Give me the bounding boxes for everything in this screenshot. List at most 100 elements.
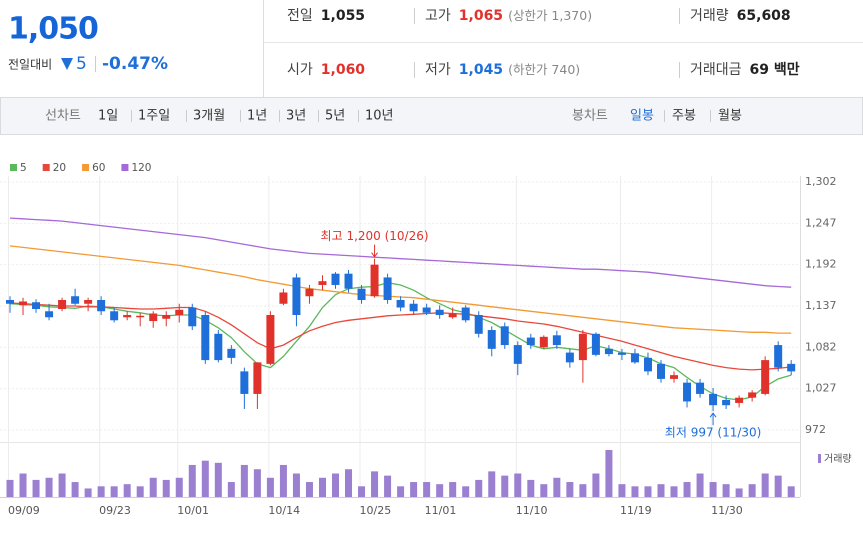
price-chart: 1,302 1,247 1,192 1,137 1,082 1,027 972 09/09 09… bbox=[0, 162, 852, 517]
candle-body bbox=[266, 315, 275, 364]
stat-value: 1,045 bbox=[459, 62, 503, 78]
x-tick-label: 11/30 bbox=[711, 504, 743, 517]
candle-body bbox=[6, 299, 14, 304]
volume-bar bbox=[45, 477, 53, 497]
volume-bar bbox=[32, 479, 40, 497]
stats: 전일 1,055 고가 1,065 (상한가 1,370) 거래량 65,608 시가 1,06… bbox=[287, 8, 800, 78]
y-tick-label: 1,192 bbox=[805, 258, 837, 271]
x-tick-label: 11/19 bbox=[620, 504, 652, 517]
candle-body bbox=[188, 307, 197, 327]
volume-bar bbox=[644, 486, 652, 497]
candle-body bbox=[305, 288, 314, 297]
period-button[interactable]: 1일 bbox=[98, 109, 118, 124]
volume-bar bbox=[19, 473, 27, 497]
candle-body bbox=[123, 315, 132, 318]
candle-body bbox=[722, 399, 731, 406]
x-tick-label: 09/23 bbox=[99, 504, 131, 517]
volume-bar bbox=[605, 450, 613, 497]
change-label: 전일대비 bbox=[8, 58, 52, 72]
candle-period-button[interactable]: 월봉 bbox=[718, 109, 742, 124]
stat-label: 거래량 bbox=[690, 8, 729, 24]
x-tick-label: 10/01 bbox=[177, 504, 209, 517]
candle-body bbox=[552, 335, 561, 346]
volume-bar bbox=[162, 479, 170, 497]
stat-label: 거래대금 bbox=[690, 62, 742, 78]
volume-bar bbox=[188, 464, 196, 497]
down-arrow-icon bbox=[61, 58, 73, 70]
candle-body bbox=[591, 333, 600, 355]
candle-body bbox=[748, 392, 757, 398]
candle-period-button[interactable]: 일봉 bbox=[630, 109, 654, 124]
stat-value: 1,055 bbox=[321, 8, 365, 24]
volume-bar bbox=[305, 482, 313, 497]
volume-bar bbox=[553, 477, 561, 497]
candle-body bbox=[370, 264, 379, 297]
x-tick-label: 10/14 bbox=[268, 504, 300, 517]
candle-body bbox=[253, 362, 262, 394]
candle-body bbox=[696, 382, 705, 394]
change-value: 5 bbox=[76, 54, 87, 74]
candle-body bbox=[58, 299, 67, 310]
volume-bar bbox=[292, 473, 300, 497]
volume-bar bbox=[149, 477, 157, 497]
volume-bar bbox=[774, 475, 782, 497]
volume-bar bbox=[84, 488, 92, 497]
stat: 고가 1,065 (상한가 1,370) bbox=[425, 8, 592, 25]
period-button[interactable]: 10년 bbox=[365, 109, 394, 124]
y-tick-label: 1,082 bbox=[805, 340, 837, 353]
candle-chart-label: 봉차트 bbox=[572, 109, 608, 124]
volume-legend-label: 거래량 bbox=[824, 453, 852, 465]
volume-bar bbox=[462, 486, 470, 497]
candle-body bbox=[513, 345, 522, 364]
period-button[interactable]: 3년 bbox=[286, 109, 306, 124]
annotation-arrowhead bbox=[709, 412, 717, 418]
candle-body bbox=[500, 326, 509, 346]
candle-body bbox=[292, 277, 301, 316]
candle-body bbox=[617, 352, 626, 355]
candle-body bbox=[774, 345, 783, 368]
volume-bar bbox=[240, 464, 248, 497]
volume-bar bbox=[110, 486, 118, 497]
stat: 거래대금 69 백만 bbox=[690, 62, 800, 78]
period-button[interactable]: 5년 bbox=[325, 109, 345, 124]
period-button[interactable]: 1년 bbox=[247, 109, 267, 124]
y-tick-label: 1,027 bbox=[805, 382, 837, 395]
candle-body bbox=[175, 309, 184, 316]
period-button[interactable]: 1주일 bbox=[138, 109, 170, 124]
volume-bar bbox=[540, 484, 548, 497]
candle-period-button[interactable]: 주봉 bbox=[672, 109, 696, 124]
candle-body bbox=[110, 311, 119, 321]
stat-value: 65,608 bbox=[737, 8, 791, 24]
volume-bar bbox=[748, 484, 756, 497]
candle-body bbox=[201, 315, 210, 361]
volume-bar bbox=[253, 469, 261, 497]
line-chart-label: 선차트 bbox=[45, 109, 81, 124]
candle-body bbox=[787, 363, 796, 372]
stat-label: 저가 bbox=[425, 62, 451, 78]
candle-body bbox=[71, 296, 80, 304]
volume-bar bbox=[735, 488, 743, 497]
volume-bar bbox=[657, 484, 665, 497]
moving-average-line bbox=[9, 302, 792, 371]
stat-value: 1,060 bbox=[321, 62, 366, 78]
volume-bar bbox=[371, 471, 379, 497]
candle-body bbox=[487, 330, 496, 349]
candle-body bbox=[565, 352, 574, 363]
change-percent: -0.47% bbox=[102, 54, 168, 74]
candle-body bbox=[32, 302, 41, 310]
annotation: 최저 997 (11/30) bbox=[665, 426, 762, 440]
candle-body bbox=[435, 309, 444, 316]
candle-body bbox=[331, 273, 340, 285]
stat-note: (하한가 740) bbox=[508, 62, 580, 77]
volume-bar bbox=[266, 477, 274, 497]
moving-average-line bbox=[9, 217, 792, 288]
volume-bar bbox=[6, 479, 14, 497]
candle-body bbox=[357, 288, 366, 300]
volume-bar bbox=[97, 486, 105, 497]
legend-swatch bbox=[82, 164, 90, 171]
candle-body bbox=[45, 311, 54, 318]
candle-body bbox=[539, 336, 548, 348]
legend-swatch bbox=[121, 164, 129, 171]
period-button[interactable]: 3개월 bbox=[193, 109, 225, 124]
